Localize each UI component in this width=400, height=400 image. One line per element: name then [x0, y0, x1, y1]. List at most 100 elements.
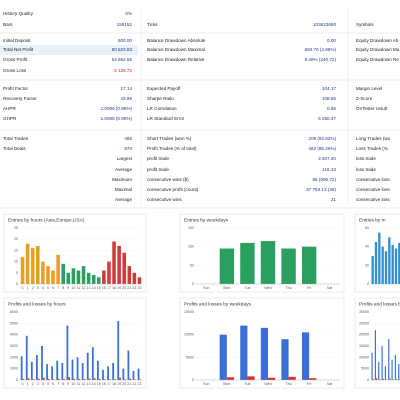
- row-value: 53 652.55: [112, 57, 133, 62]
- y-tick-label: 10000: [184, 333, 194, 337]
- row-label: Recovery Factor: [3, 96, 37, 101]
- y-tick-label: 1000: [10, 367, 18, 371]
- row-label: Balance Drawdown Maximal: [147, 47, 205, 52]
- bar: [86, 272, 91, 284]
- row-value: 1.0096 (0.96%): [101, 106, 133, 111]
- chart-panel: Profits and losses by m 0 5000 10000 15000 20…: [354, 297, 400, 389]
- x-tick-label: 14: [92, 382, 96, 386]
- row-label: Sharpe Ratio: [147, 96, 174, 101]
- x-tick-label: 10: [71, 382, 75, 386]
- bar: [41, 346, 43, 380]
- row-label: LR Standard Error: [147, 116, 185, 121]
- bar: [71, 359, 74, 380]
- bar: [97, 360, 99, 380]
- x-tick-label: 4: [42, 286, 44, 290]
- bar: [127, 350, 130, 380]
- row-value: 3 507.40: [318, 156, 336, 161]
- x-tick-label: 12: [82, 382, 86, 386]
- x-tick-label: 7: [57, 382, 59, 386]
- bar: [117, 245, 121, 284]
- bar: [260, 327, 268, 380]
- bar: [391, 359, 393, 380]
- y-tick-label: 50: [190, 263, 194, 267]
- chart-title: Entries by hours (Asia,Europe,USA): [8, 217, 85, 223]
- bar: [124, 379, 126, 380]
- x-tick-label: 18: [112, 286, 116, 290]
- row-label: History Quality: [3, 11, 34, 16]
- y-tick-label: 2000: [10, 355, 18, 359]
- x-tick-label: Thu: [285, 382, 291, 386]
- bar: [73, 378, 76, 380]
- bar: [91, 347, 94, 380]
- y-tick-label: 6000: [10, 310, 18, 314]
- x-tick-label: 13: [87, 382, 91, 386]
- x-tick-label: 20: [122, 286, 126, 290]
- x-tick-label: Thu: [285, 286, 291, 290]
- bar: [102, 270, 106, 284]
- bar: [103, 379, 106, 380]
- chart-panel: Profits and losses by weekdays 0 5000 10000…: [179, 297, 345, 389]
- x-tick-label: 5: [47, 286, 49, 290]
- bar: [240, 325, 248, 380]
- y-tick-label: 20: [365, 263, 369, 267]
- x-tick-label: 11: [77, 382, 81, 386]
- y-tick-label: 30000: [359, 310, 369, 314]
- bar: [108, 379, 111, 380]
- row-label: OnTester result: [356, 106, 388, 111]
- row-label: LR Correlation: [147, 106, 177, 111]
- row-value: 209 (92.82%): [308, 136, 336, 141]
- bar: [240, 242, 255, 284]
- bar: [301, 332, 310, 380]
- row-label: Margin Level: [356, 86, 382, 91]
- y-tick-label: 0: [16, 378, 18, 382]
- y-tick-label: 10000: [359, 355, 369, 359]
- x-tick-label: 8: [62, 286, 64, 290]
- row-value: 104.17: [322, 86, 336, 91]
- bar: [36, 355, 38, 380]
- bar: [391, 244, 394, 284]
- bar: [219, 334, 227, 380]
- x-tick-label: Fri: [307, 382, 311, 386]
- row-group: Average: [115, 167, 132, 172]
- y-tick-label: 40: [365, 245, 369, 249]
- row-value: 0%: [125, 11, 132, 16]
- row-label: Total Trades: [3, 136, 29, 141]
- x-tick-label: Wed: [264, 286, 271, 290]
- row-label: consecutive loss: [356, 187, 390, 192]
- x-tick-label: 6: [52, 286, 54, 290]
- bar: [374, 242, 378, 284]
- row-label: Bars: [3, 22, 13, 27]
- row-label: Long Trades (wo: [356, 136, 391, 141]
- row-label: consecutive wins ($): [147, 177, 189, 182]
- chart-panel: Entries by weekdays 0 50 100 150 Sun Mon Tue Wed…: [179, 213, 345, 293]
- x-tick-label: Fri: [307, 286, 311, 290]
- x-tick-label: 14: [92, 286, 96, 290]
- row-value: 108.55: [322, 96, 336, 101]
- bar: [281, 339, 289, 380]
- row-value: -3 128.72: [113, 68, 133, 73]
- bar: [114, 379, 116, 380]
- bar: [20, 356, 23, 380]
- row-value: 17.14: [121, 86, 133, 91]
- row-label: Equity Drawdown Re: [356, 57, 399, 62]
- bar: [42, 377, 45, 380]
- bar: [41, 261, 45, 284]
- row-label: Symbols: [356, 22, 374, 27]
- row-label: Total Net Profit: [3, 47, 34, 52]
- bar: [68, 377, 71, 380]
- row-group: Maximum: [112, 177, 132, 182]
- row-label: Gross Loss: [3, 68, 27, 73]
- y-tick-label: 0: [16, 282, 18, 286]
- chart-title: Profits and losses by m: [359, 301, 400, 307]
- bar: [394, 248, 398, 284]
- row-label: Ticks: [147, 22, 158, 27]
- x-tick-label: 18: [112, 382, 116, 386]
- y-tick-label: 3000: [10, 344, 18, 348]
- bar: [132, 272, 137, 284]
- bar: [384, 251, 388, 284]
- y-tick-label: 25000: [359, 321, 369, 325]
- bar: [102, 369, 104, 380]
- row-value: 50 523.83: [112, 47, 133, 52]
- row-label: consecutive loss: [356, 197, 390, 202]
